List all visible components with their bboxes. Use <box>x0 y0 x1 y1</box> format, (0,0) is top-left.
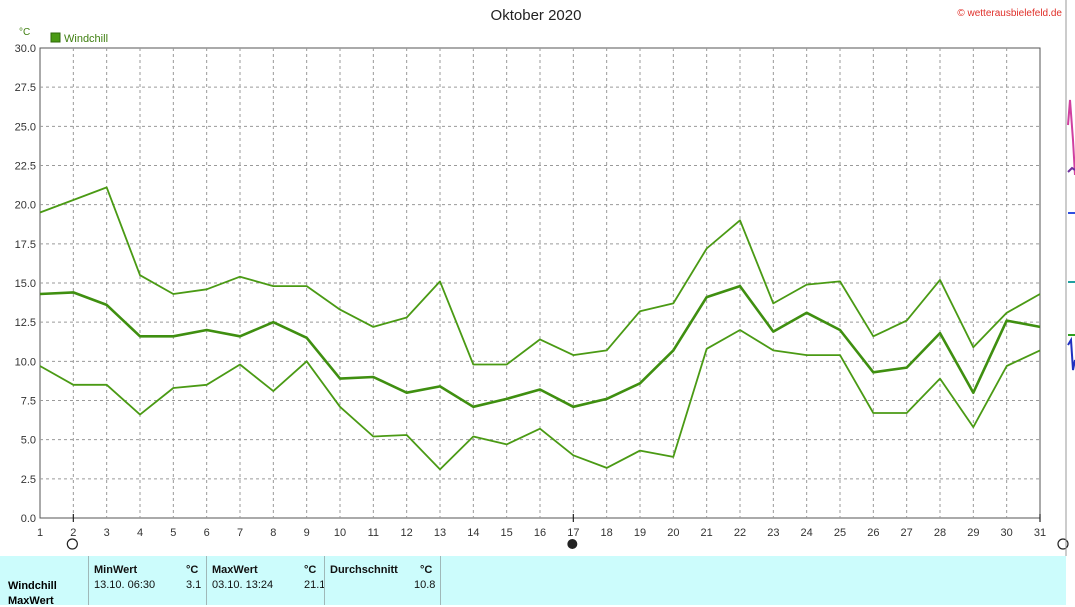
x-tick-label: 4 <box>137 527 143 539</box>
x-tick-label: 20 <box>667 527 679 539</box>
y-tick-label: 22.5 <box>15 161 36 173</box>
x-tick-label: 17 <box>567 527 579 539</box>
y-tick-label: 10.0 <box>15 356 36 368</box>
series-line-1 <box>39 186 1041 366</box>
stats-separator <box>88 556 89 605</box>
x-tick-label: 9 <box>304 527 310 539</box>
stats-min-cell: MinWert °C 13.10. 06:30 3.1 <box>94 556 206 605</box>
chart: Oktober 2020 © wetterausbielefeld.de °C … <box>15 0 1075 556</box>
x-tick-label: 25 <box>834 527 846 539</box>
series-lines <box>39 186 1041 471</box>
y-tick-label: 12.5 <box>15 317 36 329</box>
stats-max-cell: MaxWert °C 03.10. 13:24 21.1 <box>212 556 326 605</box>
y-tick-labels: 0.0 2.5 5.0 7.5 10.0 12.5 15.0 17.5 20.0 22.5 25.0… <box>15 43 36 525</box>
new-moon-icon <box>567 539 578 549</box>
max-header: MaxWert <box>212 564 258 576</box>
x-tick-label: 2 <box>70 527 76 539</box>
x-tick-label: 21 <box>701 527 713 539</box>
x-tick-label: 13 <box>434 527 446 539</box>
y-tick-label: 0.0 <box>21 513 36 525</box>
stats-separator <box>440 556 441 605</box>
max-value: 21.1 <box>304 579 326 591</box>
x-tick-label: 16 <box>534 527 546 539</box>
avg-unit: °C <box>420 564 433 576</box>
x-tick-label: 19 <box>634 527 646 539</box>
y-tick-label: 27.5 <box>15 82 36 94</box>
y-tick-label: 15.0 <box>15 278 36 290</box>
x-tick-label: 11 <box>368 527 379 539</box>
x-tick-label: 3 <box>104 527 110 539</box>
x-tick-label: 8 <box>270 527 276 539</box>
avg-header: Durchschnitt <box>330 564 398 576</box>
stats-separator <box>206 556 207 605</box>
x-tick-label: 1 <box>37 527 43 539</box>
x-tick-label: 22 <box>734 527 746 539</box>
stats-panel: Windchill MaxWert MinWert °C 13.10. 06:3… <box>0 556 1066 607</box>
y-tick-label: 25.0 <box>15 121 36 133</box>
x-tick-label: 26 <box>867 527 879 539</box>
x-tick-label: 5 <box>170 527 176 539</box>
x-tick-label: 7 <box>237 527 243 539</box>
x-tick-label: 23 <box>767 527 779 539</box>
y-tick-label: 30.0 <box>15 43 36 55</box>
x-tick-label: 14 <box>467 527 479 539</box>
x-tick-label: 18 <box>601 527 613 539</box>
x-tick-label: 27 <box>901 527 913 539</box>
legend-swatch <box>50 32 61 43</box>
x-tick-label: 12 <box>401 527 413 539</box>
min-unit: °C <box>186 564 199 576</box>
x-tick-label: 6 <box>204 527 210 539</box>
chart-title: Oktober 2020 <box>491 7 582 24</box>
y-tick-label: 2.5 <box>21 474 36 486</box>
series-line-3 <box>39 329 1041 471</box>
grid <box>39 47 1041 519</box>
min-value: 3.1 <box>186 579 202 591</box>
adjacent-chart-fragment <box>1065 0 1075 556</box>
copyright-notice[interactable]: © wetterausbielefeld.de <box>957 8 1062 19</box>
stats-row-label-2: MaxWert <box>8 595 54 607</box>
x-tick-label: 10 <box>334 527 346 539</box>
y-tick-label: 17.5 <box>15 239 36 251</box>
y-axis-unit: °C <box>19 27 30 38</box>
min-time: 13.10. 06:30 <box>94 579 156 591</box>
avg-value: 10.8 <box>414 579 436 591</box>
min-header: MinWert <box>94 564 138 576</box>
y-tick-label: 20.0 <box>15 200 36 212</box>
stats-avg-cell: Durchschnitt °C 10.8 <box>330 556 440 605</box>
x-tick-label: 30 <box>1001 527 1013 539</box>
x-tick-label: 24 <box>801 527 813 539</box>
x-tick-label: 28 <box>934 527 946 539</box>
series-line-2 <box>39 284 1041 409</box>
x-tick-labels: 1 2 3 4 5 6 7 8 9 10 11 12 13 14 15 16 17 18 19 20 21 22 23 24 2… <box>37 527 1046 539</box>
full-moon-icon <box>66 538 78 550</box>
x-tick-label: 29 <box>967 527 979 539</box>
legend-label: Windchill <box>64 33 108 45</box>
x-tick-label: 15 <box>501 527 513 539</box>
max-time: 03.10. 13:24 <box>212 579 274 591</box>
stats-separator <box>324 556 325 605</box>
y-tick-label: 5.0 <box>21 435 36 447</box>
stats-row-label: Windchill <box>8 580 57 592</box>
max-unit: °C <box>304 564 317 576</box>
x-tick-label: 31 <box>1034 527 1046 539</box>
y-tick-label: 7.5 <box>21 396 36 408</box>
